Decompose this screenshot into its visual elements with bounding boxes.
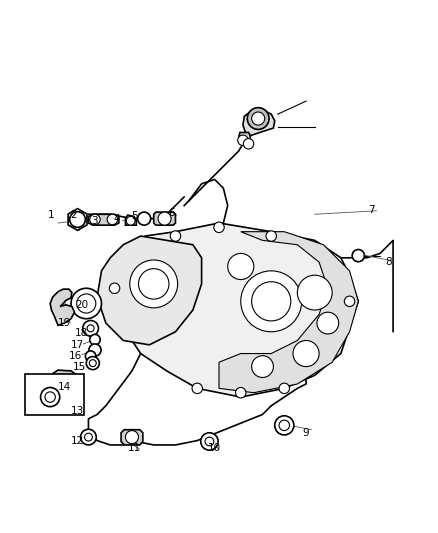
Text: 4: 4 — [113, 214, 120, 224]
Circle shape — [83, 320, 99, 336]
Text: 17: 17 — [71, 340, 84, 350]
Circle shape — [89, 360, 96, 367]
Polygon shape — [219, 232, 358, 393]
Circle shape — [126, 216, 135, 225]
Circle shape — [170, 231, 181, 241]
Text: 13: 13 — [71, 406, 84, 416]
Circle shape — [81, 429, 96, 445]
Text: 1: 1 — [48, 210, 55, 220]
Text: 12: 12 — [71, 435, 84, 446]
Circle shape — [130, 260, 178, 308]
Circle shape — [214, 222, 224, 232]
Text: 7: 7 — [368, 205, 374, 215]
Text: 2: 2 — [70, 210, 77, 220]
Polygon shape — [243, 110, 275, 136]
Circle shape — [352, 249, 364, 262]
Circle shape — [70, 212, 85, 228]
Circle shape — [90, 214, 100, 225]
Circle shape — [228, 254, 254, 279]
Circle shape — [138, 269, 169, 299]
Polygon shape — [239, 133, 251, 142]
Polygon shape — [154, 212, 176, 225]
Circle shape — [77, 294, 96, 313]
Text: 9: 9 — [303, 428, 309, 438]
Polygon shape — [121, 430, 143, 445]
Text: 10: 10 — [208, 443, 221, 454]
Circle shape — [90, 334, 100, 345]
Bar — [25, 374, 84, 415]
Circle shape — [89, 344, 101, 356]
Polygon shape — [97, 236, 201, 345]
Circle shape — [71, 288, 102, 319]
Text: 3: 3 — [92, 216, 98, 226]
Circle shape — [238, 135, 248, 146]
Circle shape — [107, 214, 117, 225]
Text: 19: 19 — [58, 318, 71, 328]
Text: 5: 5 — [131, 212, 138, 221]
Circle shape — [205, 437, 214, 446]
Text: 15: 15 — [73, 361, 86, 372]
Text: 6: 6 — [168, 208, 174, 219]
Text: 16: 16 — [69, 351, 82, 361]
Circle shape — [252, 282, 291, 321]
Circle shape — [85, 433, 92, 441]
Text: 18: 18 — [75, 328, 88, 337]
Polygon shape — [125, 215, 136, 225]
Polygon shape — [88, 214, 119, 225]
Circle shape — [247, 108, 269, 130]
Circle shape — [252, 112, 265, 125]
Polygon shape — [115, 223, 358, 397]
Circle shape — [293, 341, 319, 367]
Circle shape — [158, 212, 171, 225]
Circle shape — [244, 139, 254, 149]
Circle shape — [317, 312, 339, 334]
Circle shape — [297, 275, 332, 310]
Circle shape — [87, 325, 94, 332]
Text: 14: 14 — [58, 383, 71, 392]
Circle shape — [236, 387, 246, 398]
Circle shape — [275, 416, 294, 435]
Circle shape — [279, 420, 290, 431]
Circle shape — [252, 356, 273, 377]
Circle shape — [45, 392, 55, 402]
Polygon shape — [53, 370, 76, 384]
Circle shape — [344, 296, 355, 306]
Text: 11: 11 — [127, 443, 141, 454]
Circle shape — [266, 231, 276, 241]
Circle shape — [201, 433, 218, 450]
Circle shape — [86, 357, 99, 370]
Circle shape — [241, 271, 302, 332]
Circle shape — [125, 431, 138, 443]
Circle shape — [41, 387, 60, 407]
Circle shape — [138, 212, 151, 225]
Circle shape — [192, 383, 202, 393]
Circle shape — [85, 351, 96, 361]
Text: 20: 20 — [75, 300, 88, 310]
Circle shape — [110, 283, 120, 294]
Text: 8: 8 — [385, 257, 392, 267]
Polygon shape — [50, 289, 74, 325]
Circle shape — [279, 383, 290, 393]
